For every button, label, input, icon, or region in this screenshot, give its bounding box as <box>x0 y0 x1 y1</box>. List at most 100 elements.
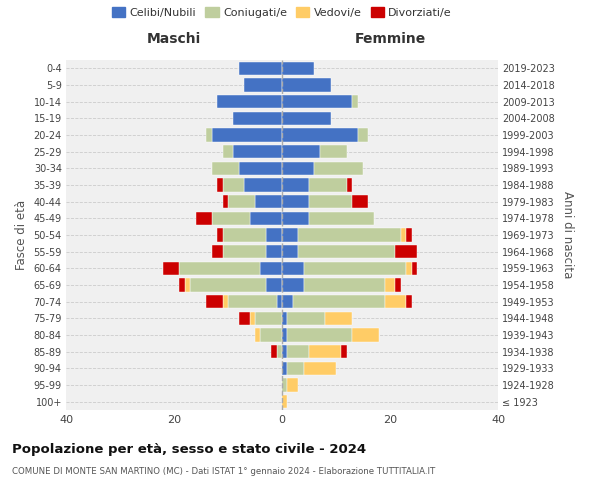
Bar <box>266 228 282 241</box>
Text: Maschi: Maschi <box>147 32 201 46</box>
Bar <box>282 212 309 225</box>
Bar <box>406 262 412 275</box>
Bar <box>212 212 250 225</box>
Bar <box>282 362 287 375</box>
Bar <box>223 245 266 258</box>
Bar <box>282 178 309 192</box>
Bar <box>298 245 395 258</box>
Bar <box>282 245 298 258</box>
Y-axis label: Anni di nascita: Anni di nascita <box>562 192 574 278</box>
Bar <box>217 228 223 241</box>
Bar <box>223 145 233 158</box>
Bar <box>277 295 282 308</box>
Bar <box>287 362 304 375</box>
Bar <box>185 278 190 291</box>
Bar <box>287 345 309 358</box>
Bar <box>163 262 179 275</box>
Bar <box>352 195 368 208</box>
Bar <box>282 145 320 158</box>
Bar <box>233 112 282 125</box>
Bar <box>304 262 406 275</box>
Bar <box>287 378 298 392</box>
Bar <box>250 212 282 225</box>
Y-axis label: Fasce di età: Fasce di età <box>15 200 28 270</box>
Bar <box>206 128 212 141</box>
Bar <box>352 328 379 342</box>
Legend: Celibi/Nubili, Coniugati/e, Vedovi/e, Divorziati/e: Celibi/Nubili, Coniugati/e, Vedovi/e, Di… <box>107 2 457 22</box>
Bar <box>314 162 363 175</box>
Bar <box>282 345 287 358</box>
Bar <box>406 295 412 308</box>
Bar <box>266 278 282 291</box>
Bar <box>223 295 228 308</box>
Bar <box>196 212 212 225</box>
Bar <box>217 95 282 108</box>
Bar <box>412 262 417 275</box>
Bar <box>282 378 287 392</box>
Bar <box>352 95 358 108</box>
Bar <box>282 295 293 308</box>
Bar <box>309 178 347 192</box>
Bar <box>255 312 282 325</box>
Bar <box>228 195 255 208</box>
Bar <box>385 295 406 308</box>
Bar <box>309 212 374 225</box>
Bar <box>282 262 304 275</box>
Bar <box>395 245 417 258</box>
Bar <box>395 278 401 291</box>
Bar <box>239 62 282 75</box>
Bar <box>347 178 352 192</box>
Bar <box>320 145 347 158</box>
Bar <box>298 228 401 241</box>
Bar <box>304 278 385 291</box>
Bar <box>304 362 336 375</box>
Bar <box>255 195 282 208</box>
Bar <box>282 162 314 175</box>
Bar <box>358 128 368 141</box>
Bar <box>309 195 352 208</box>
Bar <box>244 78 282 92</box>
Bar <box>287 312 325 325</box>
Bar <box>282 312 287 325</box>
Bar <box>282 395 287 408</box>
Bar <box>260 262 282 275</box>
Bar <box>282 228 298 241</box>
Bar <box>244 178 282 192</box>
Bar <box>179 262 260 275</box>
Bar <box>223 228 266 241</box>
Bar <box>190 278 266 291</box>
Text: Popolazione per età, sesso e stato civile - 2024: Popolazione per età, sesso e stato civil… <box>12 442 366 456</box>
Bar <box>282 78 331 92</box>
Bar <box>293 295 385 308</box>
Bar <box>282 128 358 141</box>
Bar <box>179 278 185 291</box>
Bar <box>271 345 277 358</box>
Bar <box>309 345 341 358</box>
Bar <box>217 178 223 192</box>
Bar <box>406 228 412 241</box>
Bar <box>206 295 223 308</box>
Bar <box>282 62 314 75</box>
Bar <box>282 112 331 125</box>
Bar <box>287 328 352 342</box>
Bar <box>401 228 406 241</box>
Bar <box>228 295 277 308</box>
Bar <box>266 245 282 258</box>
Bar <box>223 178 244 192</box>
Bar <box>325 312 352 325</box>
Bar <box>282 278 304 291</box>
Bar <box>282 195 309 208</box>
Bar <box>212 162 239 175</box>
Bar <box>260 328 282 342</box>
Bar <box>341 345 347 358</box>
Text: Femmine: Femmine <box>355 32 425 46</box>
Bar <box>233 145 282 158</box>
Bar <box>239 162 282 175</box>
Bar <box>223 195 228 208</box>
Bar <box>212 128 282 141</box>
Bar <box>385 278 395 291</box>
Bar <box>282 95 352 108</box>
Bar <box>282 328 287 342</box>
Bar <box>212 245 223 258</box>
Text: COMUNE DI MONTE SAN MARTINO (MC) - Dati ISTAT 1° gennaio 2024 - Elaborazione TUT: COMUNE DI MONTE SAN MARTINO (MC) - Dati … <box>12 468 435 476</box>
